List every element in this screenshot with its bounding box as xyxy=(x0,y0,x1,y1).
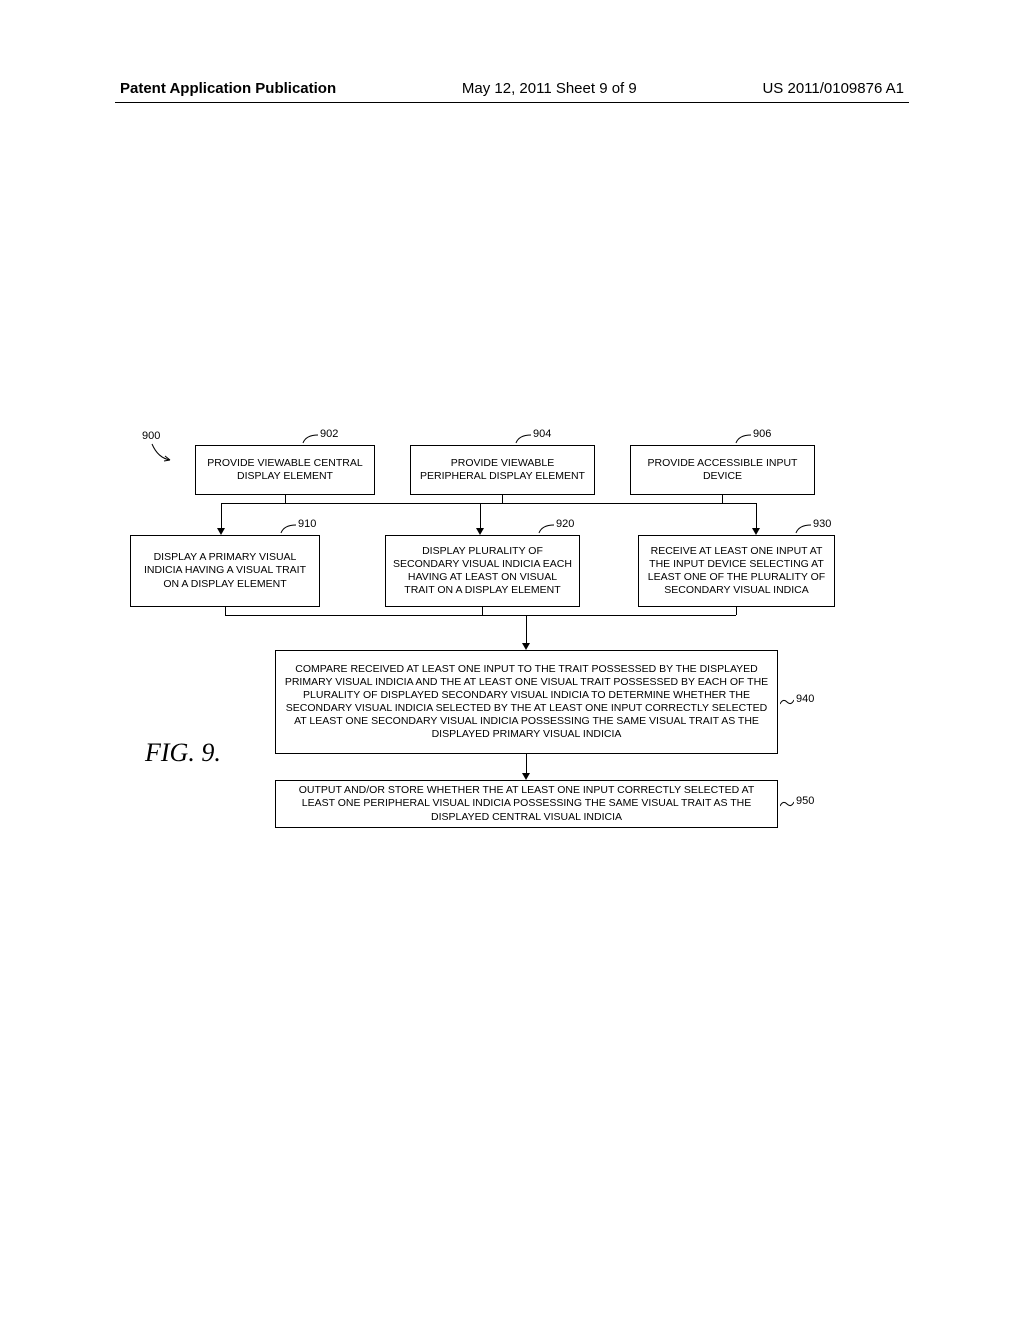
box-940: COMPARE RECEIVED AT LEAST ONE INPUT TO T… xyxy=(275,650,778,754)
ref-902: 902 xyxy=(320,428,338,440)
conn xyxy=(502,495,503,503)
box-902: PROVIDE VIEWABLE CENTRAL DISPLAY ELEMENT xyxy=(195,445,375,495)
lead-906 xyxy=(735,434,753,444)
conn xyxy=(526,754,527,773)
ref-920: 920 xyxy=(556,518,574,530)
arrow-icon xyxy=(217,528,225,535)
page: Patent Application Publication May 12, 2… xyxy=(0,0,1024,1320)
arrow-icon xyxy=(522,773,530,780)
ref-910: 910 xyxy=(298,518,316,530)
arrow-icon xyxy=(752,528,760,535)
conn xyxy=(722,495,723,503)
page-header: Patent Application Publication May 12, 2… xyxy=(120,80,904,97)
ref-950: 950 xyxy=(796,795,814,807)
figure-label: FIG. 9. xyxy=(145,738,221,768)
conn xyxy=(285,495,286,503)
conn xyxy=(225,607,226,615)
header-rule xyxy=(115,102,909,103)
conn xyxy=(480,503,481,528)
lead-940 xyxy=(780,698,794,706)
ref-940: 940 xyxy=(796,693,814,705)
ref-900-arrow xyxy=(150,442,180,462)
box-920: DISPLAY PLURALITY OF SECONDARY VISUAL IN… xyxy=(385,535,580,607)
conn xyxy=(225,615,736,616)
box-930: RECEIVE AT LEAST ONE INPUT AT THE INPUT … xyxy=(638,535,835,607)
ref-904: 904 xyxy=(533,428,551,440)
lead-930 xyxy=(795,524,813,534)
box-906: PROVIDE ACCESSIBLE INPUT DEVICE xyxy=(630,445,815,495)
box-950: OUTPUT AND/OR STORE WHETHER THE AT LEAST… xyxy=(275,780,778,828)
header-center: May 12, 2011 Sheet 9 of 9 xyxy=(462,80,637,97)
ref-906: 906 xyxy=(753,428,771,440)
lead-910 xyxy=(280,524,298,534)
conn xyxy=(221,503,756,504)
header-right: US 2011/0109876 A1 xyxy=(762,80,904,97)
ref-930: 930 xyxy=(813,518,831,530)
box-910: DISPLAY A PRIMARY VISUAL INDICIA HAVING … xyxy=(130,535,320,607)
box-904: PROVIDE VIEWABLE PERIPHERAL DISPLAY ELEM… xyxy=(410,445,595,495)
arrow-icon xyxy=(522,643,530,650)
conn xyxy=(526,615,527,643)
header-left: Patent Application Publication xyxy=(120,80,336,97)
conn xyxy=(756,503,757,528)
lead-904 xyxy=(515,434,533,444)
ref-900: 900 xyxy=(142,430,160,442)
lead-950 xyxy=(780,800,794,808)
conn xyxy=(221,503,222,528)
lead-902 xyxy=(302,434,320,444)
lead-920 xyxy=(538,524,556,534)
conn xyxy=(736,607,737,615)
arrow-icon xyxy=(476,528,484,535)
conn xyxy=(482,607,483,615)
